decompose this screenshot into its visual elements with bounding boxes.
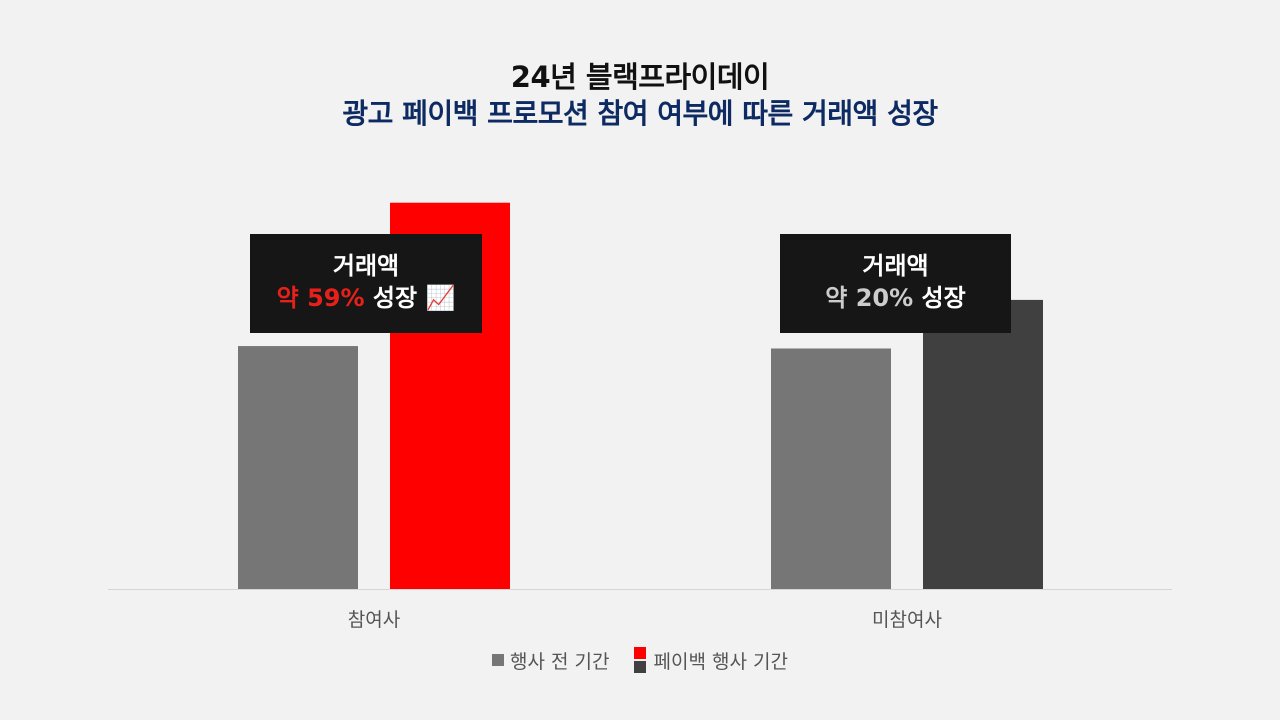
- callout-growth-line: 약 59% 성장 📈: [250, 282, 482, 314]
- legend-swatch-before: [492, 654, 505, 666]
- bar-nonparticipant-before: [771, 348, 891, 589]
- growth-callout-nonparticipant: 거래액 약 20% 성장: [780, 234, 1011, 333]
- callout-growth-suffix: 성장: [921, 284, 966, 312]
- legend-label-payback: 페이백 행사 기간: [653, 650, 788, 673]
- chart-legend: 행사 전 기간 페이백 행사 기간: [0, 646, 1280, 674]
- callout-growth-suffix: 성장: [372, 284, 418, 312]
- bar-nonparticipant-payback: [923, 299, 1043, 589]
- legend-label-before: 행사 전 기간: [510, 650, 610, 673]
- legend-swatch-payback: [633, 646, 646, 674]
- bar-participant-before: [238, 346, 358, 589]
- callout-label: 거래액: [332, 252, 400, 280]
- chart-increasing-icon: 📈: [425, 284, 456, 312]
- callout-growth-percent: 약 59%: [276, 284, 365, 312]
- x-tick-labels: 참여사 미참여사: [348, 609, 942, 631]
- growth-callout-participant: 거래액 약 59% 성장 📈: [250, 234, 482, 333]
- legend-swatch-payback-participant: [633, 647, 646, 659]
- chart-subtitle: 광고 페이백 프로모션 참여 여부에 따른 거래액 성장: [342, 97, 938, 130]
- x-tick-label: 참여사: [348, 609, 400, 631]
- legend-swatch-payback-nonparticipant: [633, 661, 646, 673]
- callout-label: 거래액: [862, 252, 929, 280]
- legend-item-before: 행사 전 기간: [492, 647, 610, 674]
- callout-growth-line: 약 20% 성장: [780, 282, 1011, 314]
- chart-title: 24년 블랙프라이데이: [510, 60, 770, 94]
- legend-item-payback: 페이백 행사 기간: [633, 646, 788, 674]
- callout-growth-percent: 약 20%: [825, 284, 914, 312]
- x-tick-label: 미참여사: [872, 609, 942, 631]
